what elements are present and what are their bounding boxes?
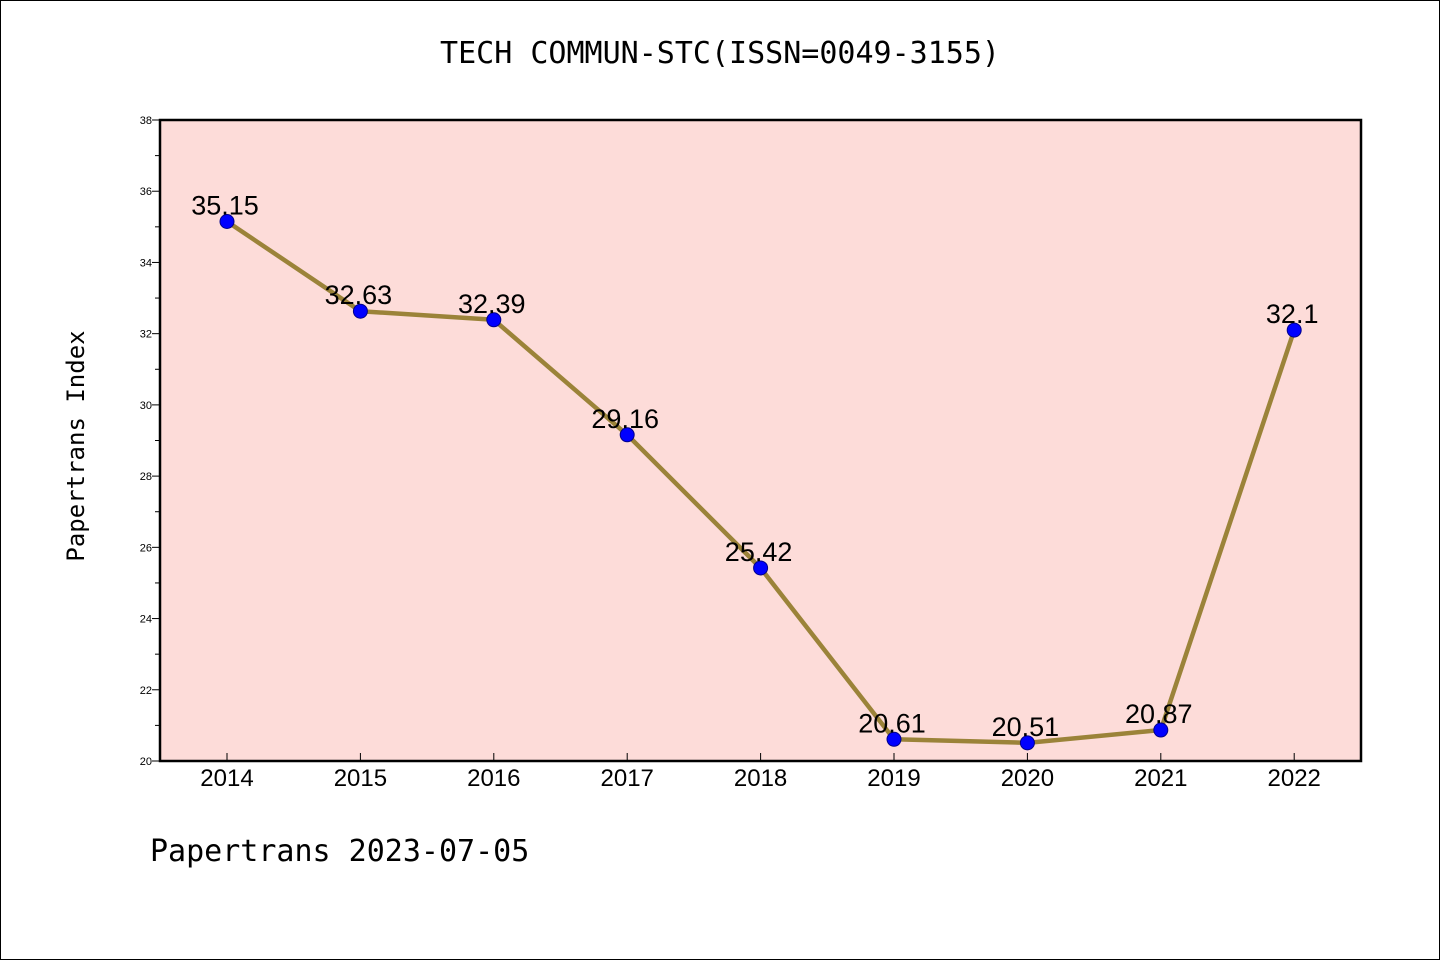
data-label: 20.61 — [858, 708, 926, 738]
plot-area — [158, 118, 1363, 763]
x-tick-label: 2015 — [334, 765, 387, 792]
y-tick-label: 38 — [140, 115, 152, 127]
x-tick-label: 2016 — [467, 765, 520, 792]
x-tick-label: 2021 — [1134, 765, 1187, 792]
data-point — [1286, 322, 1302, 338]
data-label: 35.15 — [191, 190, 259, 220]
data-label: 29.16 — [591, 404, 659, 434]
data-label: 32.39 — [458, 289, 526, 319]
data-label: 25.42 — [725, 537, 793, 567]
data-label: 32.63 — [325, 280, 393, 310]
data-label: 20.51 — [992, 712, 1060, 742]
data-label: 32.1 — [1266, 299, 1319, 329]
data-label: 20.87 — [1125, 699, 1193, 729]
y-tick-label: 22 — [140, 685, 152, 697]
y-tick-label: 26 — [140, 542, 152, 554]
y-tick-label: 28 — [140, 471, 152, 483]
y-tick-label: 24 — [140, 614, 152, 626]
x-tick-label: 2018 — [734, 765, 787, 792]
data-point — [486, 312, 502, 328]
y-tick-label: 20 — [140, 756, 152, 768]
data-point — [1153, 722, 1169, 738]
x-tick-label: 2022 — [1268, 765, 1321, 792]
data-point — [352, 303, 368, 319]
y-tick-label: 36 — [140, 186, 152, 198]
x-tick-label: 2020 — [1001, 765, 1054, 792]
chart-title: TECH COMMUN-STC(ISSN=0049-3155) — [440, 36, 1000, 71]
y-tick-label: 32 — [140, 329, 152, 341]
data-point — [886, 731, 902, 747]
x-tick-label: 2014 — [200, 765, 253, 792]
y-tick-label: 34 — [140, 257, 152, 269]
data-point — [219, 213, 235, 229]
data-point — [619, 427, 635, 443]
data-point — [1019, 735, 1035, 751]
y-tick-label: 30 — [140, 400, 152, 412]
footer-text: Papertrans 2023-07-05 — [150, 834, 530, 869]
x-tick-label: 2019 — [867, 765, 920, 792]
data-point — [753, 560, 769, 576]
x-tick-label: 2017 — [601, 765, 654, 792]
